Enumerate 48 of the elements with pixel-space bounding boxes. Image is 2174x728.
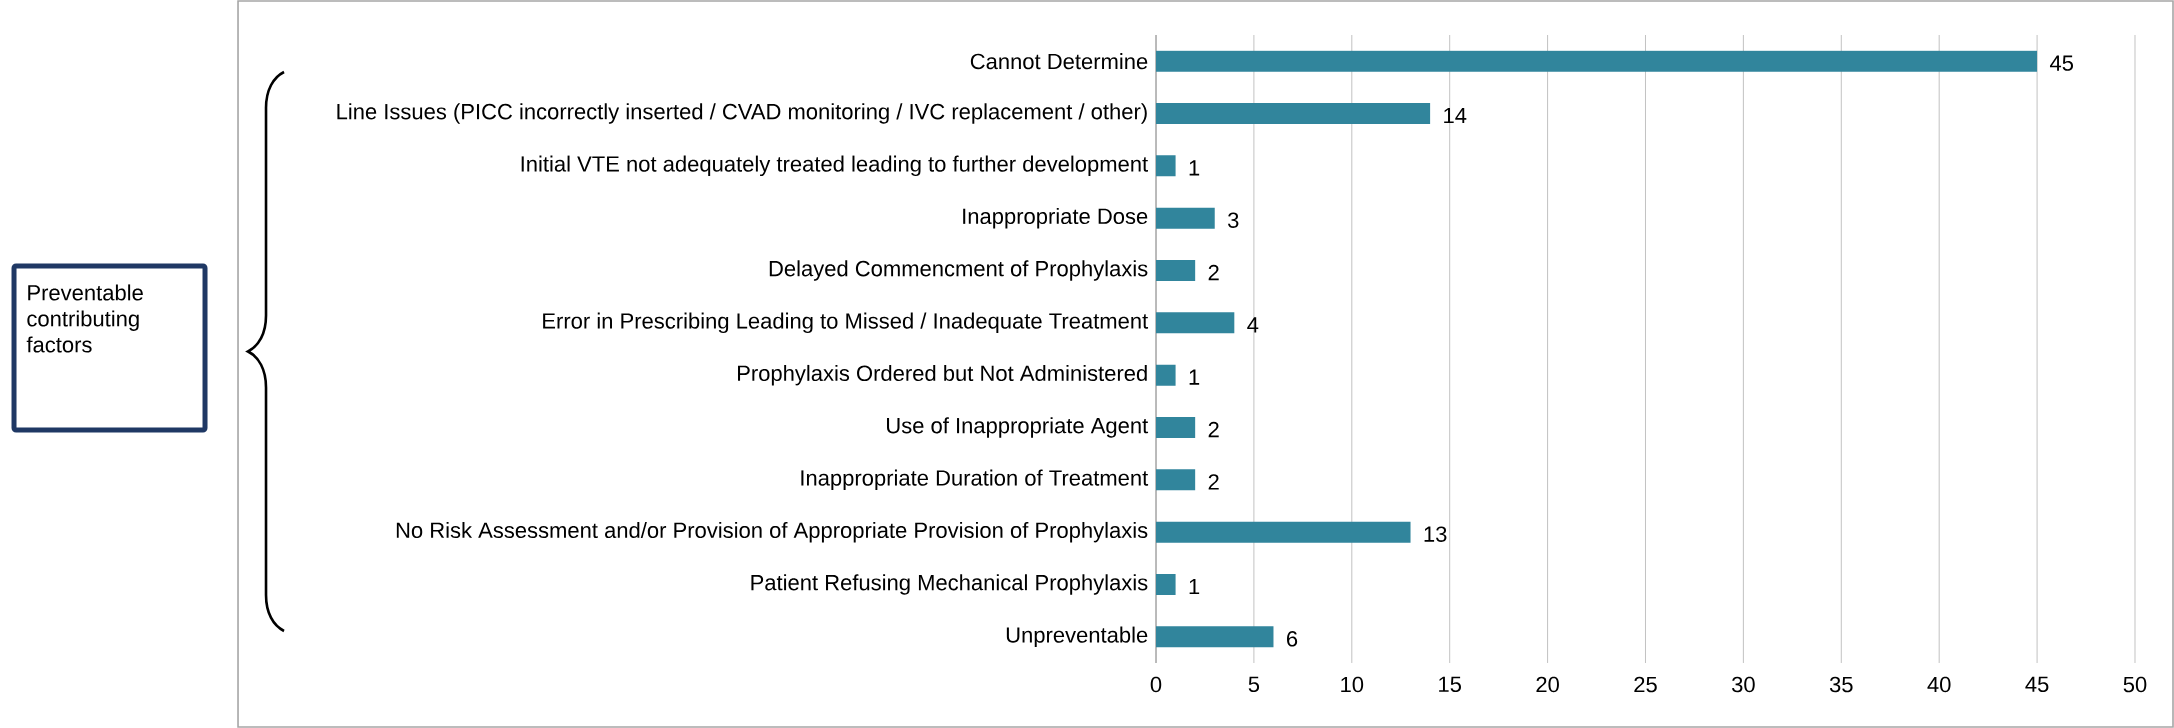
text: Preventable contributing factors — [26, 284, 143, 353]
bar — [1156, 626, 1274, 648]
bar — [1156, 155, 1176, 177]
y-tick-label: Error in Prescribing Leading to Missed / Inadequate Treatment — [543, 312, 1149, 334]
y-tick-label: Use of Inappropriate Agent — [887, 417, 1149, 438]
data-label: 4 — [1247, 317, 1259, 333]
bar — [1156, 469, 1196, 491]
bar — [1156, 103, 1431, 124]
data-label: 6 — [1287, 631, 1298, 647]
y-tick-label: Patient Refusing Mechanical Prophylaxis — [751, 574, 1148, 595]
data-label: 2 — [1208, 264, 1219, 281]
data-label: 1 — [1189, 160, 1200, 176]
bar — [1156, 416, 1196, 438]
y-tick-label: Inappropriate Duration of Treatment — [801, 469, 1149, 491]
x-tick-label: 30 — [1732, 676, 1755, 693]
bar — [1156, 260, 1196, 281]
data-label: 14 — [1444, 107, 1467, 124]
y-tick-label: Prophylaxis Ordered but Not Administered — [738, 364, 1147, 386]
x-tick-label: 15 — [1439, 676, 1461, 693]
data-label: 2 — [1208, 474, 1219, 490]
bar — [1156, 364, 1176, 386]
y-tick-label: Initial VTE not adequately treated leading to further development — [521, 155, 1148, 177]
x-tick-label: 25 — [1634, 676, 1657, 693]
y-tick-label: Line Issues (PICC incorrectly inserted / CVAD monitoring / IVC replacement / other) — [337, 103, 1147, 124]
data-label: 1 — [1189, 578, 1200, 595]
data-label: 1 — [1189, 369, 1200, 385]
y-tick-label: Inappropriate Dose — [963, 207, 1148, 229]
bar — [1156, 207, 1215, 229]
data-label: 2 — [1208, 421, 1219, 438]
x-tick-label: 0 — [1150, 676, 1162, 693]
x-tick-label: 20 — [1536, 676, 1559, 693]
x-tick-label: 45 — [2025, 676, 2049, 693]
x-tick-label: 35 — [1829, 676, 1853, 693]
y-tick-label: Cannot Determine — [970, 53, 1148, 70]
y-tick-label: Delayed Commencment of Prophylaxis — [769, 260, 1148, 281]
x-tick-label: 40 — [1927, 676, 1951, 693]
bar — [1156, 312, 1235, 334]
x-tick-label: 50 — [2123, 676, 2147, 693]
x-tick-label: 10 — [1341, 676, 1364, 693]
data-label: 13 — [1424, 526, 1447, 542]
bar — [1156, 573, 1176, 595]
y-tick-label: Unpreventable — [1006, 626, 1148, 648]
y-tick-label: No Risk Assessment and/or Provision of Appropriate Provision of Prophylaxis — [396, 521, 1148, 543]
x-tick-label: 5 — [1248, 676, 1260, 693]
data-label: 3 — [1227, 212, 1239, 228]
data-label: 45 — [2049, 55, 2074, 71]
bar — [1156, 50, 2038, 72]
bar — [1156, 521, 1411, 543]
